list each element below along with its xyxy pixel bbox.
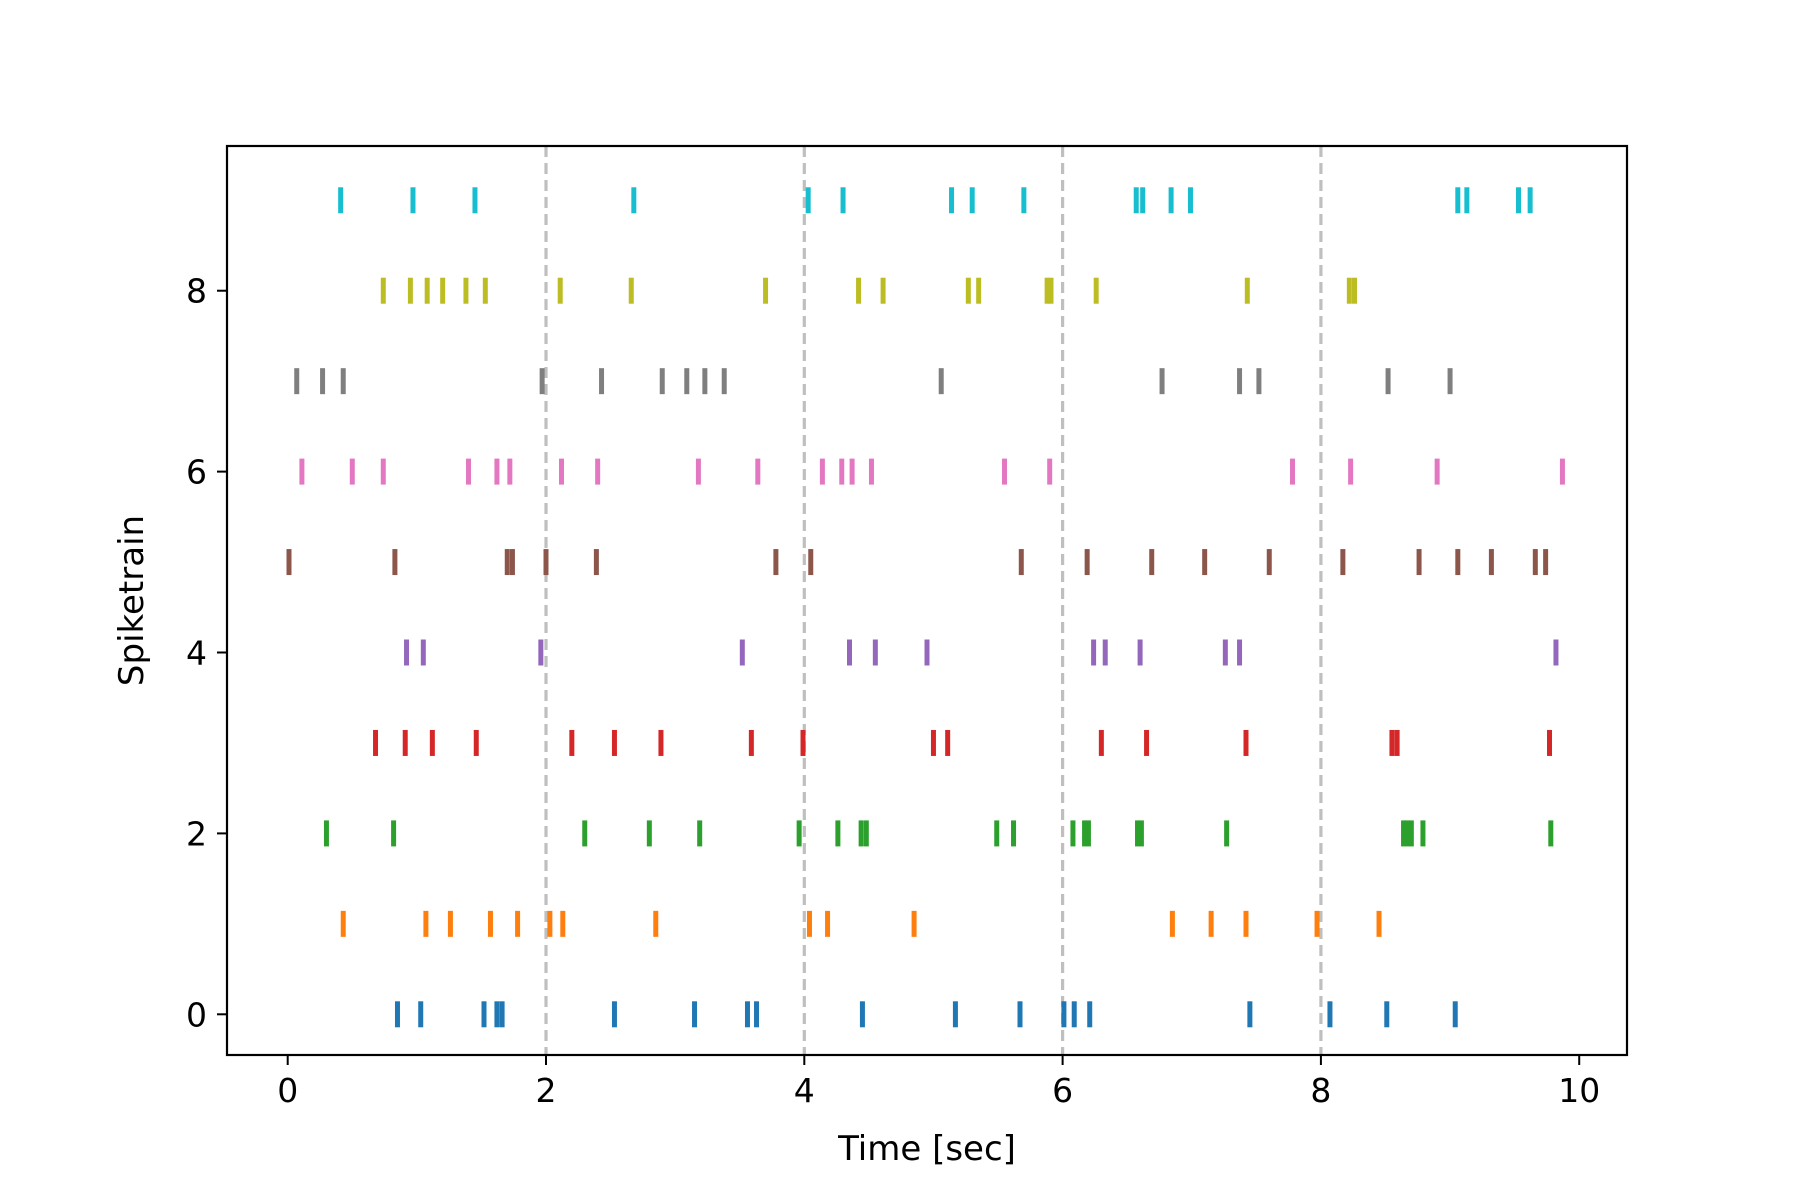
spiketrain-5 bbox=[286, 549, 1549, 576]
y-tick-label: 2 bbox=[186, 814, 207, 853]
y-tick-label: 8 bbox=[186, 272, 207, 311]
x-axis-ticks: 0 2 4 6 8 10 bbox=[277, 1055, 1600, 1110]
spiketrain-9 bbox=[338, 187, 1533, 214]
y-axis-label: Spiketrain bbox=[112, 515, 152, 686]
spiketrain-3 bbox=[373, 729, 1553, 756]
x-tick-label: 10 bbox=[1558, 1071, 1600, 1110]
y-tick-label: 0 bbox=[186, 995, 207, 1034]
plot-frame bbox=[225, 144, 1629, 1057]
spiketrain-1 bbox=[340, 910, 1382, 937]
x-tick-label: 0 bbox=[277, 1071, 298, 1110]
spiketrain-8 bbox=[380, 277, 1357, 304]
x-tick-label: 2 bbox=[536, 1071, 557, 1110]
y-tick-label: 6 bbox=[186, 453, 207, 492]
x-tick-label: 8 bbox=[1310, 1071, 1331, 1110]
y-axis-ticks: 0 2 4 6 8 bbox=[186, 272, 227, 1034]
spiketrain-6 bbox=[299, 458, 1565, 485]
y-tick-label: 4 bbox=[186, 634, 207, 673]
reference-lines bbox=[544, 146, 1323, 1055]
spiketrain-2 bbox=[323, 820, 1554, 847]
x-axis-label: Time [sec] bbox=[837, 1129, 1016, 1169]
x-tick-label: 6 bbox=[1052, 1071, 1073, 1110]
spike-marks bbox=[286, 187, 1565, 1028]
spiketrain-7 bbox=[294, 368, 1453, 395]
spiketrain-0 bbox=[394, 1001, 1458, 1028]
spiketrain-4 bbox=[404, 639, 1559, 666]
x-tick-label: 4 bbox=[794, 1071, 815, 1110]
